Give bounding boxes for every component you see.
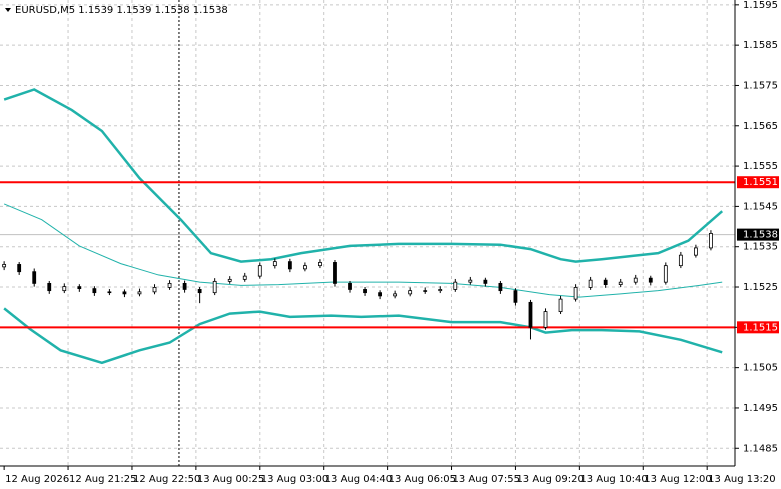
price-tag-label: 1.1538 — [743, 230, 778, 241]
candle-body — [453, 281, 458, 290]
candle-body — [603, 279, 608, 285]
y-tick-label: 1.1535 — [743, 242, 778, 253]
y-tick-label: 1.1525 — [743, 282, 778, 293]
bollinger-band — [3, 203, 723, 298]
x-tick-label: 13 Aug 12:00 — [644, 474, 711, 485]
candle-body — [694, 247, 698, 256]
x-tick-label: 13 Aug 04:40 — [325, 474, 392, 485]
candle-body — [363, 289, 367, 294]
bollinger-band — [3, 307, 723, 365]
candle-body — [558, 298, 563, 313]
candle-body — [47, 282, 52, 292]
y-tick-label: 1.1485 — [743, 443, 778, 454]
x-tick-label: 12 Aug 22:50 — [133, 474, 200, 485]
candle-body — [378, 292, 382, 297]
x-tick-label: 12 Aug 2026 — [5, 474, 69, 485]
candle-body — [62, 286, 67, 292]
y-tick-label: 1.1555 — [743, 161, 778, 172]
x-tick-label: 13 Aug 09:20 — [516, 474, 583, 485]
y-tick-label: 1.1545 — [743, 201, 778, 212]
x-tick-label: 13 Aug 07:55 — [453, 474, 520, 485]
candle-body — [588, 279, 593, 288]
menu-arrow — [5, 8, 11, 12]
candle-body — [197, 289, 202, 294]
candle-body — [2, 264, 7, 268]
candle-body — [17, 264, 22, 273]
y-tick-label: 1.1575 — [743, 80, 778, 91]
y-tick-label: 1.1505 — [743, 363, 778, 374]
y-tick-label: 1.1585 — [743, 40, 778, 51]
level-tag — [737, 176, 779, 189]
y-tick-label: 1.1595 — [743, 0, 778, 11]
candle-body — [303, 265, 307, 270]
price-tag — [737, 228, 779, 241]
candle-body — [648, 277, 653, 283]
x-tick-label: 13 Aug 00:25 — [197, 474, 264, 485]
x-tick-label: 12 Aug 21:25 — [69, 474, 136, 485]
candle-body — [333, 262, 337, 284]
level-tag — [737, 321, 779, 334]
candle-body — [408, 290, 413, 295]
candle-body — [498, 282, 503, 292]
candle-body — [663, 265, 668, 283]
candle-body — [227, 278, 232, 282]
chart-title: EURUSD,M5 1.1539 1.1539 1.1538 1.1538 — [15, 5, 228, 16]
candle-body — [107, 291, 112, 294]
candle-body — [543, 311, 548, 328]
bollinger-band — [3, 88, 724, 263]
candle-body — [678, 254, 683, 267]
candle-body — [242, 275, 247, 280]
candle-body — [182, 282, 187, 290]
y-tick-label: 1.1565 — [743, 121, 778, 132]
x-tick-label: 13 Aug 03:00 — [261, 474, 328, 485]
candle-body — [483, 279, 488, 284]
candle-body — [513, 290, 518, 303]
level-tag-label: 1.1515 — [743, 322, 778, 333]
x-tick-label: 13 Aug 06:05 — [389, 474, 456, 485]
candle-body — [272, 261, 277, 267]
candle-body — [573, 287, 578, 300]
candle-body — [32, 271, 37, 284]
candle-body — [709, 233, 713, 249]
candle-body — [92, 288, 97, 294]
x-tick-label: 13 Aug 13:20 — [708, 474, 775, 485]
candle-body — [122, 291, 127, 295]
candle-body — [393, 293, 398, 297]
candle-body — [318, 262, 322, 267]
candle-body — [287, 261, 292, 270]
candle-body — [528, 301, 533, 328]
x-tick-label: 13 Aug 10:40 — [580, 474, 647, 485]
level-tag-label: 1.1551 — [743, 177, 778, 188]
candle-body — [423, 290, 428, 292]
candle-body — [633, 277, 638, 283]
candle-body — [167, 282, 172, 288]
candle-body — [77, 286, 82, 290]
candle-body — [438, 289, 443, 292]
candle-body — [212, 280, 217, 294]
candle-body — [618, 281, 623, 285]
candle-body — [137, 291, 142, 295]
candle-body — [257, 265, 262, 277]
candle-body — [468, 279, 473, 283]
candle-body — [152, 287, 157, 293]
candle-body — [348, 282, 352, 290]
y-tick-label: 1.1495 — [743, 403, 778, 414]
